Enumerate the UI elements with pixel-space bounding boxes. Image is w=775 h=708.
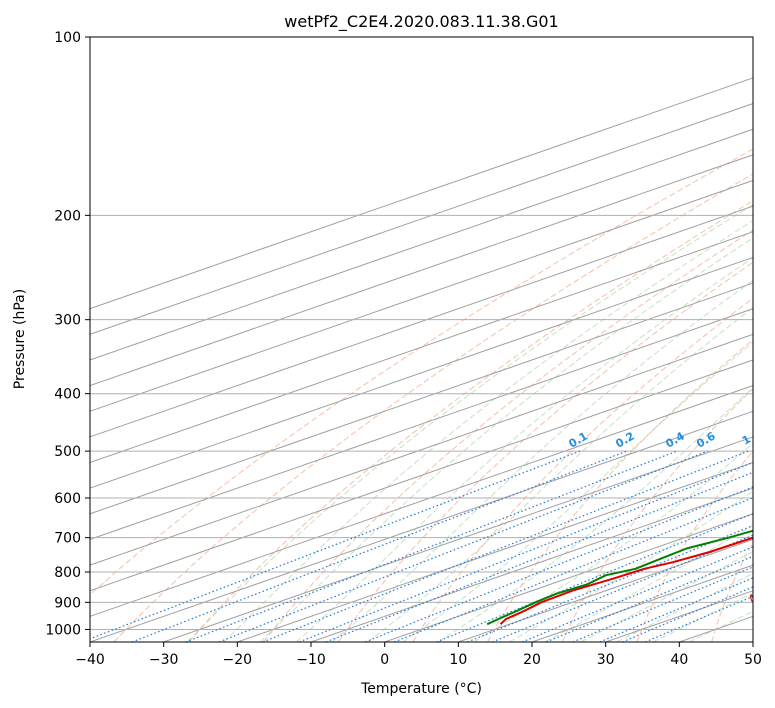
x-axis-title: Temperature (°C): [360, 681, 482, 697]
x-tick-label: 30: [597, 652, 615, 668]
x-tick-label: 20: [523, 652, 541, 668]
mixing-ratio-line: [90, 450, 581, 640]
isotherm: [384, 513, 753, 642]
isotherm: [90, 179, 753, 412]
y-tick-label: 400: [54, 387, 81, 403]
moist-adiabat: [402, 341, 753, 642]
isotherm: [237, 461, 753, 642]
y-tick-label: 300: [54, 313, 81, 329]
y-axis-title: Pressure (hPa): [12, 289, 28, 389]
dry-adiabat: [561, 388, 753, 642]
y-tick-label: 1000: [45, 622, 81, 638]
y-tick-label: 500: [54, 444, 81, 460]
moist-adiabat: [331, 279, 753, 642]
dry-adiabat: [188, 200, 753, 642]
y-tick-label: 200: [54, 208, 81, 224]
y-tick-label: 100: [54, 30, 81, 46]
mixing-ratio-line: [572, 566, 753, 642]
x-tick-label: 10: [449, 652, 467, 668]
mixing-ratio-line: [298, 461, 753, 642]
isotherm: [90, 308, 753, 540]
dewpoint-profile: [486, 529, 753, 626]
isotherm: [90, 359, 753, 592]
moist-adiabat: [186, 204, 753, 642]
dry-adiabat: [90, 148, 753, 596]
mixing-ratio-line: [262, 450, 749, 642]
dry-adiabat: [487, 339, 753, 642]
x-tick-label: −30: [149, 652, 179, 668]
mixing-ratio-line: [546, 555, 753, 642]
mixing-ratio-line: [393, 497, 753, 642]
mixing-ratio-line: [644, 595, 753, 642]
temperature-profile: [499, 536, 753, 625]
chart-title: wetPf2_C2E4.2020.083.11.38.G01: [284, 12, 558, 32]
dry-adiabat: [337, 261, 753, 642]
mixing-ratio-line: [599, 577, 753, 642]
y-tick-label: 800: [54, 565, 81, 581]
isotherm: [163, 436, 753, 642]
moist-adiabat: [473, 442, 753, 642]
isotherm: [90, 103, 753, 335]
isotherm: [90, 128, 753, 361]
moist-adiabat-label: 40: [746, 585, 766, 605]
x-tick-label: 50: [744, 652, 762, 668]
isotherm: [90, 333, 753, 566]
dry-adiabat: [113, 173, 753, 642]
isotherm: [310, 487, 753, 642]
x-tick-label: 40: [670, 652, 688, 668]
y-tick-label: 700: [54, 531, 81, 547]
y-tick-label: 600: [54, 491, 81, 507]
moist-adiabat: [652, 592, 753, 642]
isotherm: [90, 154, 753, 387]
moist-adiabat: [509, 490, 753, 642]
mixing-ratio-line: [218, 450, 708, 642]
mixing-ratio-line: [622, 586, 753, 642]
isotherm: [90, 205, 753, 438]
moist-adiabat: [438, 386, 753, 642]
isotherm: [458, 538, 753, 642]
isotherm: [90, 385, 753, 617]
isotherm: [90, 77, 753, 310]
axes: −40 −30 −20 −10 0 10 20 30 40 50 100 200 300 400 500 60…: [45, 30, 762, 668]
moist-adiabat: [259, 237, 753, 642]
plot-frame: [89, 36, 754, 643]
moist-adiabat: [367, 307, 753, 642]
x-tick-label: −40: [75, 652, 105, 668]
isotherm: [90, 410, 753, 642]
mixing-ratio-line: [131, 450, 628, 642]
x-tick-label: 0: [380, 652, 389, 668]
dry-adiabat: [636, 450, 753, 642]
x-tick-label: −20: [223, 652, 253, 668]
sounding-profiles: [486, 529, 753, 626]
isotherm: [90, 282, 753, 515]
mixing-ratio-line: [521, 546, 753, 642]
background-lines: [90, 37, 753, 642]
isotherm: [90, 256, 753, 489]
x-tick-label: −10: [296, 652, 326, 668]
y-tick-label: 900: [54, 595, 81, 611]
dry-adiabat: [263, 229, 753, 642]
mixing-ratio-line: [185, 450, 678, 642]
mixing-ratio-line: [365, 486, 753, 642]
moist-adiabat: [580, 550, 753, 642]
isotherm: [90, 231, 753, 464]
